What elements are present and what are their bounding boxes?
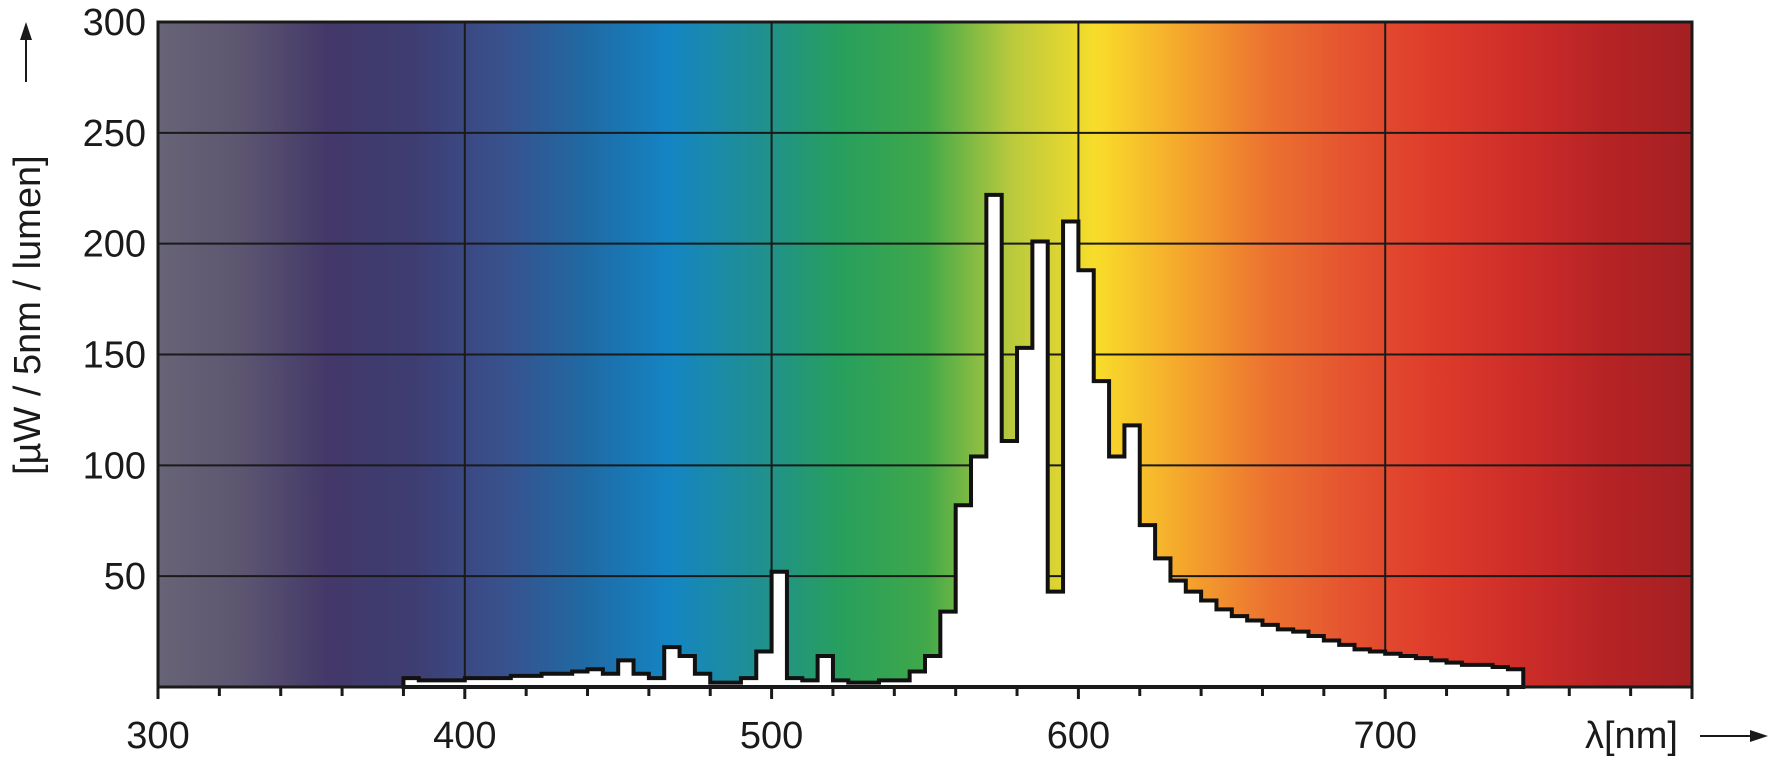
y-tick-label: 150	[83, 335, 146, 377]
y-tick-label: 100	[83, 445, 146, 487]
spectral-distribution-area	[401, 192, 1526, 689]
y-tick-label: 250	[83, 113, 146, 155]
y-tick-label: 300	[83, 2, 146, 44]
y-tick-label: 200	[83, 224, 146, 266]
x-tick-label: 600	[1047, 715, 1110, 757]
x-axis-ticks	[156, 687, 1694, 699]
tick-labels: 300 400 500 600 700 50 100 150 200 250 300	[83, 2, 1417, 757]
x-tick-label: 400	[433, 715, 496, 757]
y-axis-arrow-icon	[20, 22, 32, 82]
plot-frame	[156, 20, 1694, 689]
x-axis-arrow-icon	[1700, 730, 1768, 742]
x-tick-label: 300	[126, 715, 189, 757]
x-tick-label: 700	[1353, 715, 1416, 757]
x-axis-title: λ[nm]	[1585, 715, 1678, 757]
y-axis-title: [µW / 5nm / lumen]	[7, 155, 49, 475]
x-tick-label: 500	[740, 715, 803, 757]
y-tick-label: 50	[104, 556, 146, 598]
